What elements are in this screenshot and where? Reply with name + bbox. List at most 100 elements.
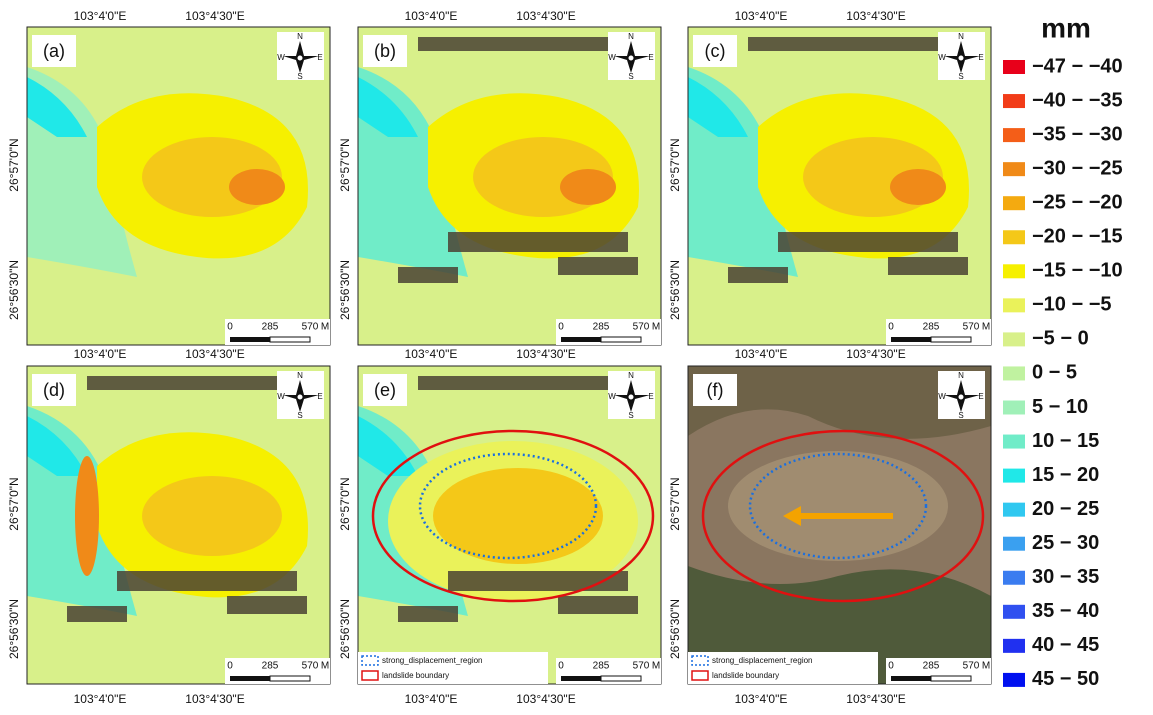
compass-w: W bbox=[608, 392, 616, 401]
x-coord-label: 103°4'30"E bbox=[516, 347, 575, 361]
region-key bbox=[691, 655, 709, 666]
scale-label: M bbox=[982, 661, 990, 672]
scale-label: 0 bbox=[888, 661, 894, 672]
legend-swatch bbox=[1003, 60, 1025, 74]
legend-swatch bbox=[1003, 672, 1025, 687]
frame bbox=[26, 26, 331, 346]
compass-center bbox=[957, 393, 965, 401]
legend-swatch bbox=[1003, 94, 1025, 109]
panel-label: (d) bbox=[43, 380, 65, 400]
y-coord-label: 26°56'30"N bbox=[7, 260, 21, 320]
y-coord-label: 26°57'0"N bbox=[338, 138, 352, 191]
scale-label: 570 bbox=[302, 322, 319, 333]
legend-swatch bbox=[1003, 196, 1025, 211]
compass-center bbox=[627, 54, 635, 62]
compass-center bbox=[957, 54, 965, 62]
positive-region bbox=[358, 416, 418, 476]
legend-swatch bbox=[1003, 264, 1025, 279]
scale-label: M bbox=[321, 322, 329, 333]
x-coord-label: 103°4'30"E bbox=[846, 347, 905, 361]
x-coord-label: 103°4'0"E bbox=[735, 692, 788, 706]
scale-label: 285 bbox=[593, 661, 610, 672]
map-panel: (a) N S E W 0 285 570 M bbox=[26, 26, 331, 346]
scale-bar bbox=[269, 336, 311, 343]
scale-label: 285 bbox=[923, 322, 940, 333]
masked-area bbox=[448, 571, 628, 591]
masked-area bbox=[448, 232, 628, 252]
scale-bar bbox=[930, 675, 972, 682]
map-panel: (b) N S E W 0 285 570 M bbox=[357, 26, 662, 346]
compass-s: S bbox=[628, 411, 633, 420]
map-legend-box bbox=[358, 652, 548, 684]
region-key bbox=[361, 655, 379, 666]
panel-label: (c) bbox=[705, 41, 726, 61]
scale-bar bbox=[930, 336, 972, 343]
positive-region bbox=[688, 77, 748, 137]
scale-label: 570 bbox=[302, 661, 319, 672]
masked-area bbox=[748, 37, 978, 51]
scale-label: 570 bbox=[963, 322, 980, 333]
arrow-head bbox=[783, 506, 801, 526]
scale-bar bbox=[230, 337, 270, 342]
legend-label: −25 − −20 bbox=[1032, 191, 1123, 213]
legend-label: 35 − 40 bbox=[1032, 600, 1099, 622]
frame bbox=[26, 365, 331, 685]
legend-swatch bbox=[1003, 570, 1025, 585]
compass-e: E bbox=[648, 53, 653, 62]
compass-e: E bbox=[317, 53, 322, 62]
compass-e: E bbox=[978, 392, 983, 401]
masked-area bbox=[558, 596, 638, 614]
compass-w: W bbox=[938, 53, 946, 62]
frame bbox=[687, 26, 992, 346]
legend-label: 25 − 30 bbox=[1032, 532, 1099, 554]
scale-bar bbox=[561, 337, 601, 342]
masked-area bbox=[418, 37, 648, 51]
masked-area bbox=[888, 257, 968, 275]
strong-region bbox=[418, 452, 598, 560]
scale-label: 0 bbox=[227, 661, 233, 672]
legend-swatch bbox=[1003, 128, 1025, 143]
boundary-key-label: landslide boundary bbox=[712, 671, 779, 680]
x-coord-label: 103°4'0"E bbox=[405, 692, 458, 706]
map-content bbox=[688, 27, 991, 345]
scale-label: M bbox=[321, 661, 329, 672]
masked-area bbox=[778, 232, 958, 252]
x-coord-label: 103°4'30"E bbox=[846, 692, 905, 706]
x-coord-label: 103°4'0"E bbox=[735, 347, 788, 361]
x-coord-label: 103°4'0"E bbox=[74, 9, 127, 23]
scale-bar bbox=[891, 676, 931, 681]
scale-label: 570 bbox=[633, 661, 650, 672]
region-key-label: strong_displacement_region bbox=[712, 656, 813, 665]
scale-bar bbox=[600, 336, 642, 343]
x-coord-label: 103°4'30"E bbox=[846, 9, 905, 23]
legend-swatch bbox=[1003, 298, 1025, 313]
scale-bar bbox=[891, 337, 931, 342]
legend-swatch bbox=[1003, 638, 1025, 653]
legend-label: 40 − 45 bbox=[1032, 634, 1099, 656]
legend-label: −40 − −35 bbox=[1032, 89, 1123, 111]
compass-s: S bbox=[297, 72, 302, 81]
scale-bar bbox=[600, 675, 642, 682]
boundary-key bbox=[361, 670, 379, 681]
x-coord-label: 103°4'30"E bbox=[185, 692, 244, 706]
legend-swatch bbox=[1003, 434, 1025, 449]
compass-n: N bbox=[628, 371, 634, 380]
scale-bar bbox=[561, 676, 601, 681]
legend-swatch bbox=[1003, 332, 1025, 347]
legend-label: 10 − 15 bbox=[1032, 430, 1099, 452]
x-coord-label: 103°4'30"E bbox=[516, 9, 575, 23]
legend-label: −35 − −30 bbox=[1032, 123, 1123, 145]
scale-label: 0 bbox=[888, 322, 894, 333]
legend-label: −20 − −15 bbox=[1032, 226, 1123, 248]
panel-label: (a) bbox=[43, 41, 65, 61]
legend-label: −10 − −5 bbox=[1032, 294, 1112, 316]
y-coord-label: 26°57'0"N bbox=[338, 477, 352, 530]
legend-title: mm bbox=[1041, 12, 1091, 43]
map-panel: (f) N S E W 0 285 570 Mstrong_displacement_regio… bbox=[687, 365, 992, 685]
y-coord-label: 26°56'30"N bbox=[668, 599, 682, 659]
x-coord-label: 103°4'30"E bbox=[185, 347, 244, 361]
map-content bbox=[358, 27, 661, 345]
compass-center bbox=[296, 393, 304, 401]
strong-region bbox=[748, 452, 928, 560]
x-coord-label: 103°4'30"E bbox=[185, 9, 244, 23]
